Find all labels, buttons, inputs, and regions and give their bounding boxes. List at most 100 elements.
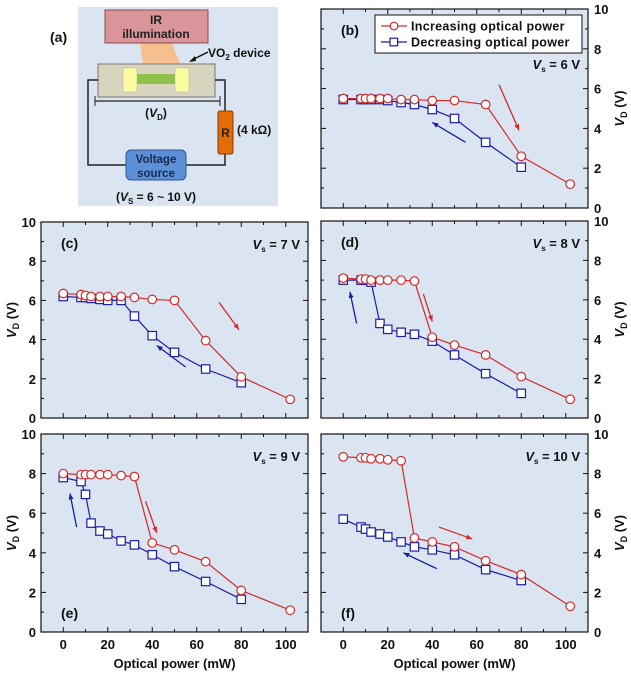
data-point-decreasing: [116, 536, 126, 546]
data-point-increasing: [102, 291, 113, 302]
trend-arrowhead: [233, 323, 240, 330]
y-tick-label: 2: [29, 585, 36, 600]
electrode-right: [174, 67, 190, 93]
data-point-increasing: [200, 556, 211, 567]
data-point-increasing: [427, 95, 438, 106]
vs-annotation: Vs = 6 V: [533, 57, 581, 74]
data-point-increasing: [129, 471, 140, 482]
legend-label: Decreasing optical power: [411, 36, 570, 50]
vs-annotation: Vs = 9 V: [253, 449, 301, 466]
data-point-decreasing: [95, 526, 105, 536]
trend-arrow: [403, 552, 437, 570]
y-axis-label: VD (V): [612, 515, 629, 551]
data-point-decreasing: [102, 529, 113, 539]
data-point-decreasing: [449, 350, 460, 360]
panel-a-label: (a): [50, 29, 67, 45]
data-point-increasing: [480, 99, 491, 110]
y-tick-label: 8: [594, 467, 601, 482]
x-tick-label: 0: [60, 637, 67, 652]
circuit-wire-left: [87, 79, 126, 166]
data-point-decreasing: [129, 311, 140, 321]
trend-arrowhead: [152, 526, 158, 533]
y-axis-label: VD (V): [612, 301, 629, 337]
x-tick-label: 40: [145, 637, 159, 652]
y-tick-label: 2: [594, 161, 601, 176]
data-point-decreasing: [516, 162, 527, 173]
voltage-source-line2: source: [137, 168, 175, 180]
trend-arrowhead: [403, 552, 410, 558]
data-point-increasing: [338, 451, 349, 462]
vo2-device-label: VO2 device: [208, 46, 271, 62]
chart-panel-c: 0 2 4 6 8 10 VD (V) (c) Vs = 7 V: [4, 215, 309, 426]
y-tick-label: 6: [594, 506, 601, 521]
data-point-decreasing: [449, 113, 460, 124]
y-tick-label: 10: [594, 214, 608, 229]
data-point-increasing: [116, 470, 126, 481]
data-point-increasing: [382, 454, 393, 465]
trend-arrowhead: [432, 122, 439, 128]
data-point-increasing: [382, 275, 393, 286]
vs-annotation: Vs = 10 V: [525, 449, 580, 466]
vs-range-label: (VS = 6 ~ 10 V): [116, 190, 196, 206]
data-point-increasing: [516, 371, 527, 382]
y-tick-label: 8: [29, 254, 36, 269]
legend-marker-square: [389, 37, 399, 47]
x-axis-label: Optical power (mW): [393, 656, 515, 671]
data-point-increasing: [565, 179, 576, 190]
x-axis-label: Optical power (mW): [113, 656, 235, 671]
trend-arrow: [498, 84, 520, 131]
x-tick-label: 80: [514, 637, 528, 652]
chart-panel-d: 0 2 4 6 8 10 VD (V) (d) Vs = 8 V: [320, 214, 629, 426]
electrode-left: [122, 67, 138, 93]
data-point-decreasing: [427, 104, 438, 115]
data-point-increasing: [396, 455, 407, 466]
x-tick-label: 100: [275, 637, 297, 652]
y-tick-label: 6: [594, 82, 601, 97]
vs-annotation: Vs = 8 V: [533, 236, 581, 253]
x-tick-label: 20: [381, 637, 395, 652]
data-point-increasing: [449, 95, 460, 106]
legend-label: Increasing optical power: [411, 20, 565, 34]
trend-arrowhead: [428, 314, 433, 322]
chart-panel-b: 0 2 4 6 8 10 VD (V) (b) Vs = 6 V Increasing optic…: [320, 2, 629, 216]
data-point-increasing: [427, 332, 438, 343]
data-point-decreasing: [382, 324, 393, 335]
data-point-decreasing: [147, 549, 158, 560]
y-tick-label: 6: [29, 506, 36, 521]
y-tick-label: 0: [594, 201, 601, 216]
plot-area: [320, 220, 589, 419]
data-point-decreasing: [169, 561, 180, 572]
data-point-increasing: [338, 273, 349, 284]
y-tick-label: 10: [594, 427, 608, 442]
data-point-decreasing: [86, 518, 96, 528]
y-axis-label: VD (V): [4, 302, 21, 338]
data-point-increasing: [565, 601, 576, 612]
data-point-increasing: [236, 371, 247, 382]
data-point-decreasing: [396, 537, 406, 547]
y-tick-label: 10: [22, 215, 36, 230]
trend-arrowhead: [156, 345, 164, 352]
chart-panels: 0 2 4 6 8 10 VD (V) (b) Vs = 6 V Increasing optic…: [4, 2, 629, 671]
panel-label: (e): [61, 605, 78, 621]
y-tick-label: 4: [594, 546, 602, 561]
data-point-decreasing: [449, 549, 460, 560]
data-point-decreasing: [480, 564, 491, 575]
data-point-increasing: [366, 93, 376, 104]
data-point-increasing: [102, 469, 113, 480]
y-tick-label: 8: [594, 253, 601, 268]
data-point-increasing: [409, 276, 420, 286]
data-point-increasing: [147, 538, 158, 548]
data-point-increasing: [86, 469, 96, 480]
y-tick-label: 6: [594, 293, 601, 308]
vs-annotation: Vs = 7 V: [253, 237, 301, 254]
y-tick-label: 0: [594, 625, 601, 640]
data-point-decreasing: [427, 545, 438, 555]
data-point-increasing: [366, 453, 376, 464]
data-point-increasing: [409, 533, 420, 543]
data-point-decreasing: [409, 542, 420, 552]
data-point-decreasing: [366, 527, 376, 537]
trend-arrowhead: [68, 493, 74, 500]
data-point-increasing: [236, 585, 247, 596]
device-pointer-arrowhead: [189, 56, 196, 62]
